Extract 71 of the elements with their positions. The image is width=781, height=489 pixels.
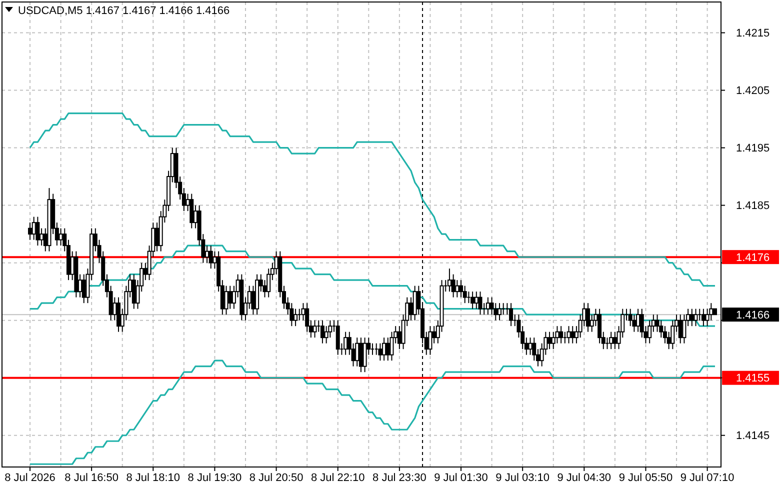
- ref-line-label: 1.4155: [736, 372, 770, 385]
- y-tick-label: 1.4215: [736, 28, 770, 40]
- candlestick: [355, 337, 360, 367]
- candlestick: [698, 308, 702, 321]
- candlestick: [358, 337, 363, 373]
- x-tick-label: 9 Jul 05:50: [618, 472, 673, 484]
- x-tick-label: 8 Jul 19:30: [188, 472, 242, 484]
- candlestick: [447, 268, 452, 292]
- candlestick: [470, 291, 475, 310]
- candlestick: [509, 302, 514, 327]
- candlestick: [570, 326, 575, 344]
- candlestick: [312, 320, 317, 338]
- candlestick: [701, 308, 706, 327]
- candlestick: [612, 331, 617, 350]
- candlestick: [294, 308, 298, 327]
- candlestick: [605, 337, 610, 350]
- candlestick: [208, 245, 213, 270]
- x-tick-label: 9 Jul 04:30: [557, 472, 612, 484]
- x-tick-label: 9 Jul 03:10: [496, 472, 550, 484]
- candlestick: [297, 308, 302, 321]
- candlestick: [132, 274, 136, 310]
- candlestick: [36, 216, 40, 246]
- x-tick-label: 8 Jul 2026: [4, 472, 56, 484]
- candlestick: [320, 320, 324, 344]
- candlestick: [497, 302, 502, 321]
- candlestick: [586, 302, 590, 332]
- chart-title: USDCAD,M5 1.4167 1.4167 1.4166 1.4166: [18, 5, 230, 17]
- candlestick: [344, 331, 348, 356]
- candlestick: [412, 285, 417, 321]
- candlestick: [636, 308, 640, 332]
- candlestick: [362, 337, 367, 373]
- candlestick: [336, 320, 340, 356]
- y-tick-label: 1.4195: [736, 142, 770, 155]
- candlestick: [609, 331, 614, 350]
- candlestick: [228, 285, 232, 310]
- candlestick: [82, 274, 86, 304]
- line-series: [29, 112, 716, 287]
- candlestick: [116, 296, 121, 332]
- x-tick-label: 8 Jul 22:10: [310, 472, 365, 484]
- candlestick: [190, 193, 194, 229]
- x-tick-label: 8 Jul 16:50: [64, 472, 118, 484]
- x-tick-label: 9 Jul 07:10: [680, 472, 734, 484]
- candlestick: [378, 342, 382, 362]
- candlestick: [466, 291, 471, 304]
- x-tick-label: 8 Jul 20:50: [249, 472, 304, 484]
- candlestick: [559, 326, 564, 344]
- x-tick-label: 9 Jul 01:30: [434, 472, 488, 484]
- candlestick: [690, 308, 694, 327]
- candlestick: [694, 308, 698, 327]
- candlestick: [428, 326, 432, 356]
- candlestick: [548, 331, 552, 350]
- ref-line-label: 1.4176: [736, 252, 770, 264]
- candlestick: [501, 302, 506, 316]
- y-tick-label: 1.4205: [736, 85, 770, 98]
- candlestick: [562, 331, 567, 344]
- candlestick: [486, 296, 490, 316]
- ref-line-label: 1.4166: [736, 309, 770, 322]
- candlestick: [455, 280, 460, 298]
- candlestick: [382, 337, 386, 362]
- candlestick: [474, 291, 478, 310]
- x-tick-label: 8 Jul 18:10: [126, 472, 180, 484]
- x-tick-label: 8 Jul 23:30: [372, 472, 426, 484]
- y-tick-label: 1.4145: [736, 430, 770, 442]
- candlestick: [374, 342, 378, 356]
- candlestick: [224, 285, 228, 316]
- candlestick: [478, 291, 482, 316]
- y-tick-label: 1.4185: [736, 200, 770, 212]
- candlestick: [370, 342, 374, 356]
- line-series: [29, 360, 716, 465]
- candlestick: [28, 222, 32, 240]
- candlestick: [58, 228, 63, 246]
